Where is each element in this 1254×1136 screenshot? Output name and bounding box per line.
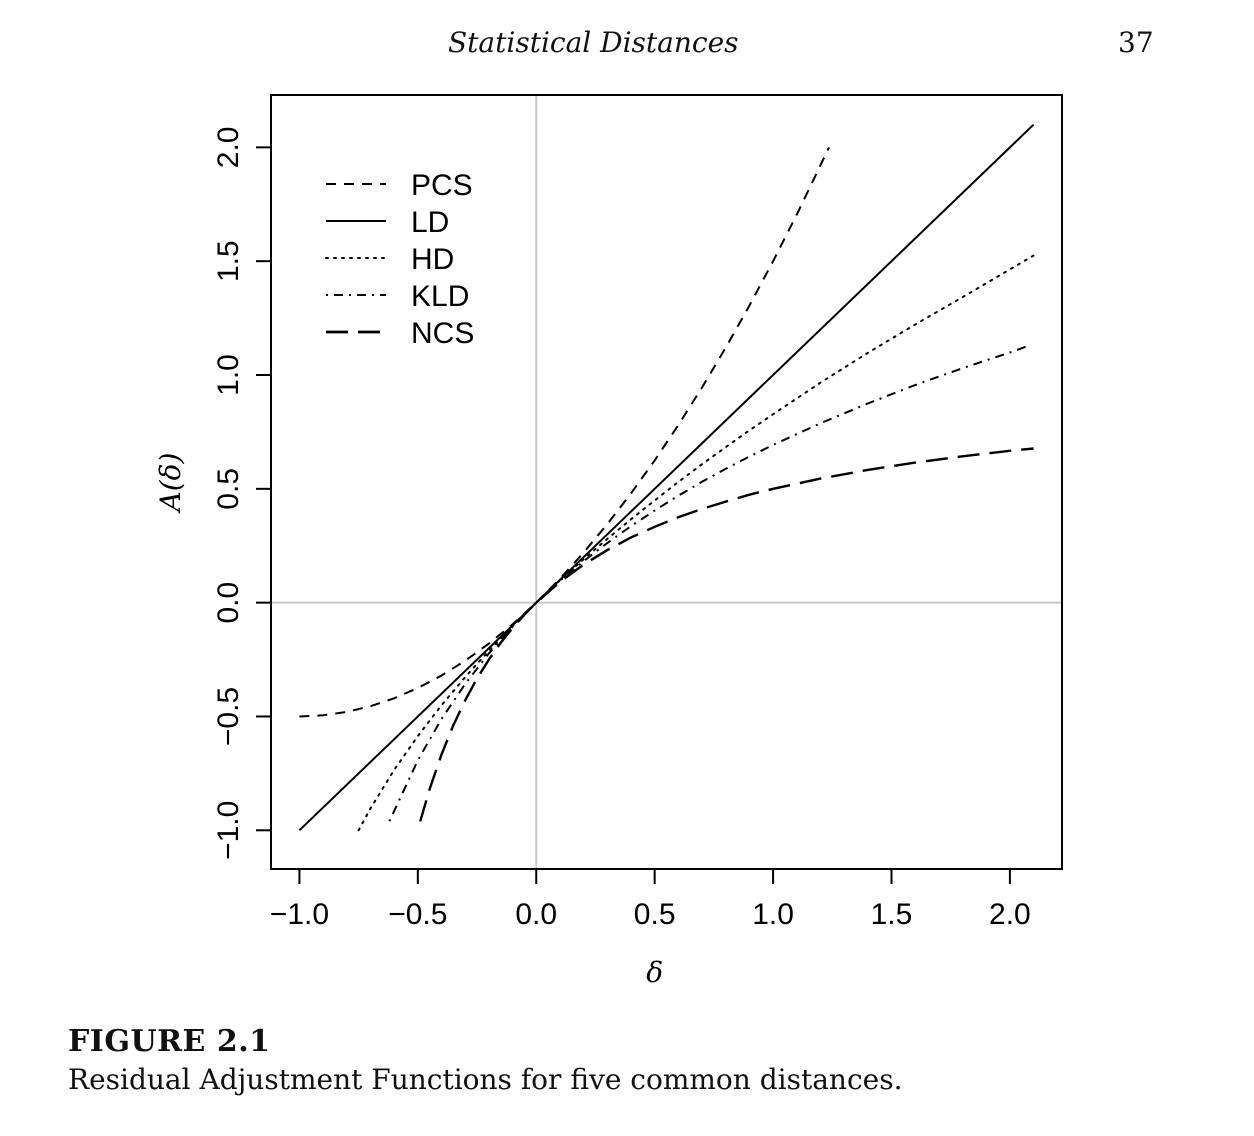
x-tick-label: 2.0 [989,898,1031,931]
x-tick-label: 1.5 [871,898,913,931]
y-tick-label: −0.5 [212,687,245,746]
legend-label-hd: HD [411,243,454,276]
x-tick-label: −0.5 [388,898,447,931]
x-tick-label: 0.5 [634,898,676,931]
legend-label-pcs: PCS [411,169,473,202]
legend-label-kld: KLD [411,280,469,313]
figure-chart: −1.0 −0.5 0.0 0.5 1.0 1.5 2.0 −1.0 −0.5 0.0 0.5 1.0… [154,94,1063,989]
y-tick-label: −1.0 [212,801,245,860]
x-tick-label: −1.0 [270,898,329,931]
series-line-kld [388,345,1027,822]
series-line-ld [298,123,1035,832]
x-tick-label: 0.0 [515,898,557,931]
series-line-pcs [299,146,830,718]
series-line-hd [357,254,1035,832]
figure-caption-block: FIGURE 2.1 Residual Adjustment Functions… [68,1024,1218,1096]
running-head: Statistical Distances 37 [0,24,1180,64]
series-line-ncs [419,447,1034,822]
y-tick-label: 0.0 [212,582,245,624]
legend-label-ld: LD [411,206,449,239]
running-title: Statistical Distances [448,26,739,59]
page-number: 37 [1118,26,1154,59]
x-tick-label: 1.0 [752,898,794,931]
figure-label: FIGURE 2.1 [68,1024,271,1059]
legend-label-ncs: NCS [411,317,474,350]
x-axis-label: δ [646,956,663,989]
y-tick-label: 1.0 [212,354,245,396]
y-axis-label: A(δ) [154,453,187,515]
y-tick-label: 2.0 [212,126,245,168]
y-tick-label: 1.5 [212,240,245,282]
y-tick-label: 0.5 [212,468,245,510]
figure-caption: Residual Adjustment Functions for five c… [68,1063,903,1096]
